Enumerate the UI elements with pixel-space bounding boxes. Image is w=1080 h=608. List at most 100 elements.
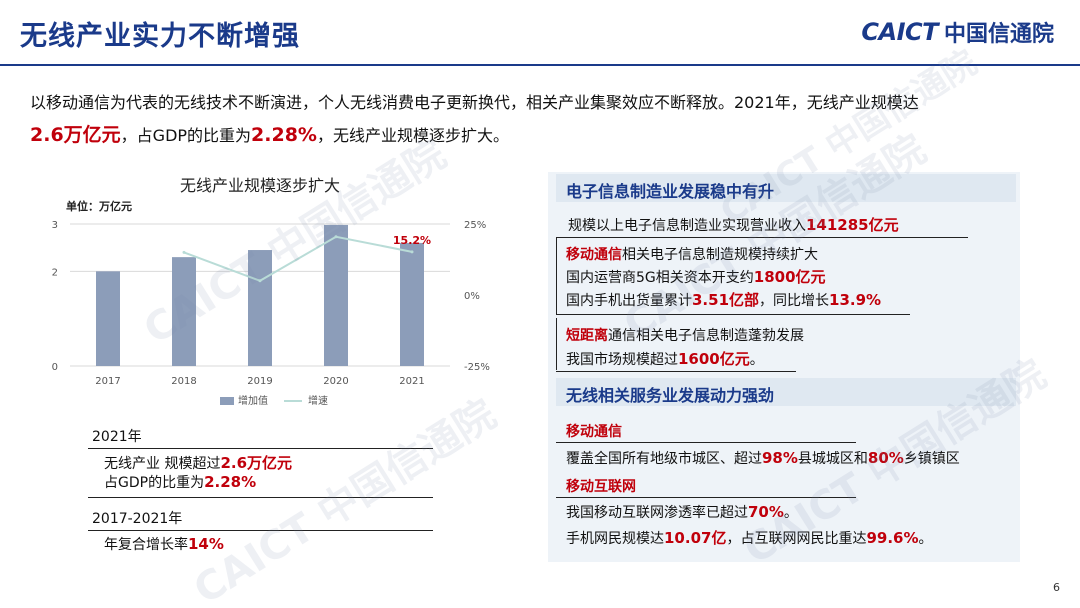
s1-shipment-line: 国内手机出货量累计3.51亿部，同比增长13.9% [566, 289, 881, 310]
y-right-tick-label: -25% [464, 362, 490, 373]
legend-label-line: 增速 [308, 394, 328, 407]
summary-gdp-value: 2.28% [204, 473, 257, 491]
s1-vdivider-1 [556, 237, 557, 315]
x-tick-label: 2017 [95, 376, 120, 387]
growth-point-2020 [334, 235, 338, 239]
growth-point-2018 [182, 250, 186, 254]
logo-cn: 中国信通院 [943, 22, 1054, 47]
summary-cagr-value: 14% [188, 535, 224, 553]
s2-users-value: 10.07亿 [664, 529, 727, 547]
caict-logo: CAICT 中国信通院 [861, 16, 1054, 48]
wireless-industry-chart: 单位：万亿元 15.2% 0 2 3 25% 0% -25% 2017 2018 2019 202… [52, 199, 490, 407]
s1-divider-3 [556, 371, 796, 372]
intro-text-3: ，无线产业规模逐步扩大。 [316, 126, 509, 145]
summary-scale-value: 2.6万亿元 [220, 454, 293, 472]
s1-shipment-text: 国内手机出货量累计 [566, 293, 692, 309]
intro-text-2: ，占GDP的比重为 [120, 126, 252, 145]
s1-capex-line: 国内运营商5G相关资本开支约1800亿元 [566, 266, 826, 287]
summary-scale-text: 无线产业 规模超过 [104, 456, 221, 472]
s2-penetration-value: 70% [748, 503, 784, 521]
s1-market-period: 。 [749, 352, 764, 368]
summary-year-2021: 2021年 [92, 429, 142, 445]
s2-coverage-text-2: 县城城区和 [797, 451, 868, 467]
growth-point-2021 [410, 250, 414, 254]
s1-mobile-text: 相关电子信息制造规模持续扩大 [622, 247, 818, 263]
logo-en: CAICT [861, 18, 938, 46]
summary-cagr-text: 年复合增长率 [104, 537, 188, 553]
s1-shortrange-keyword: 短距离 [566, 328, 608, 344]
s1-mobile-line: 移动通信相关电子信息制造规模持续扩大 [566, 244, 818, 264]
x-tick-label: 2018 [171, 376, 196, 387]
s2-coverage-text: 覆盖全国所有地级市城区、超过 [566, 451, 762, 467]
s2-users-share: 99.6% [866, 529, 919, 547]
bar-2019 [248, 250, 272, 366]
y-right-tick-label: 25% [464, 220, 486, 231]
s2-users-text: 手机网民规模达 [566, 531, 664, 547]
s1-revenue-line: 规模以上电子信息制造业实现营业收入141285亿元 [568, 214, 899, 235]
x-tick-label: 2020 [323, 376, 348, 387]
x-tick-label: 2019 [247, 376, 272, 387]
s1-market-value: 1600亿元 [678, 350, 750, 368]
bar-2021 [400, 242, 424, 366]
s2-internet-keyword: 移动互联网 [566, 476, 636, 496]
s2-internet-label: 移动互联网 [566, 479, 636, 495]
s2-penetration-line: 我国移动互联网渗透率已超过70%。 [566, 502, 798, 522]
s2-users-period: 。 [918, 531, 933, 547]
s2-mobile-label: 移动通信 [566, 424, 622, 440]
summary-line-scale: 无线产业 规模超过2.6万亿元 [104, 452, 292, 473]
s1-divider-2 [556, 314, 910, 315]
growth-annotation: 15.2% [393, 234, 431, 247]
s2-coverage-county: 98% [762, 449, 798, 467]
growth-rate-line [183, 235, 413, 282]
section1-band [556, 174, 1016, 202]
x-tick-label: 2021 [399, 376, 424, 387]
page-number: 6 [1053, 581, 1060, 594]
s1-capex-text: 国内运营商5G相关资本开支约 [566, 270, 754, 286]
s2-divider-2 [556, 497, 856, 498]
summary-gdp-text: 占GDP的比重为 [104, 475, 205, 491]
summary-year-range: 2017-2021年 [92, 511, 183, 527]
legend-swatch-bar [220, 397, 234, 405]
s2-coverage-town: 80% [867, 449, 904, 467]
s1-shortrange-text: 通信相关电子信息制造蓬勃发展 [608, 328, 804, 344]
summary-line-cagr: 年复合增长率14% [104, 534, 224, 554]
chart-unit-label: 单位：万亿元 [66, 199, 132, 213]
s1-market-text: 我国市场规模超过 [566, 352, 678, 368]
intro-highlight-scale: 2.6万亿元 [30, 124, 121, 146]
s1-divider-1 [556, 237, 968, 238]
section2-band [556, 378, 1016, 406]
s1-shipment-growth: 13.9% [829, 291, 882, 309]
s2-mobile-keyword: 移动通信 [566, 421, 622, 441]
s1-shipment-text-2: ，同比增长 [759, 293, 830, 309]
s2-coverage-line: 覆盖全国所有地级市城区、超过98%县城城区和80%乡镇镇区 [566, 448, 960, 468]
bar-2017 [96, 271, 120, 366]
page-title: 无线产业实力不断增强 [20, 21, 300, 52]
s1-shortrange-line: 短距离通信相关电子信息制造蓬勃发展 [566, 325, 804, 345]
summary-divider-top [88, 448, 433, 449]
section2-title: 无线相关服务业发展动力强劲 [566, 386, 775, 405]
s1-vdivider-2 [556, 318, 557, 370]
s2-coverage-text-3: 乡镇镇区 [903, 451, 960, 467]
y-left-tick-label: 3 [52, 220, 58, 231]
s2-users-text-2: ，占互联网网民比重达 [726, 531, 867, 547]
summary-divider-mid [88, 497, 433, 498]
summary-line-gdp: 占GDP的比重为2.28% [104, 472, 256, 492]
s1-capex-value: 1800亿元 [753, 268, 826, 286]
intro-highlight-gdp: 2.28% [251, 124, 317, 146]
s1-revenue-value: 141285亿元 [806, 216, 899, 234]
y-right-tick-label: 0% [464, 291, 480, 302]
s1-shipment-value: 3.51亿部 [692, 291, 760, 309]
bar-2018 [172, 257, 196, 366]
y-left-tick-label: 0 [52, 362, 58, 373]
s1-market-line: 我国市场规模超过1600亿元。 [566, 348, 764, 369]
header-divider [0, 64, 1080, 66]
s2-penetration-text: 我国移动互联网渗透率已超过 [566, 505, 748, 521]
section1-title: 电子信息制造业发展稳中有升 [566, 182, 775, 201]
s2-users-line: 手机网民规模达10.07亿，占互联网网民比重达99.6%。 [566, 527, 933, 548]
s1-mobile-keyword: 移动通信 [566, 247, 622, 263]
growth-point-2019 [258, 279, 262, 283]
s1-revenue-text: 规模以上电子信息制造业实现营业收入 [568, 218, 806, 234]
y-left-tick-label: 2 [52, 267, 58, 278]
s2-penetration-period: 。 [783, 505, 798, 521]
